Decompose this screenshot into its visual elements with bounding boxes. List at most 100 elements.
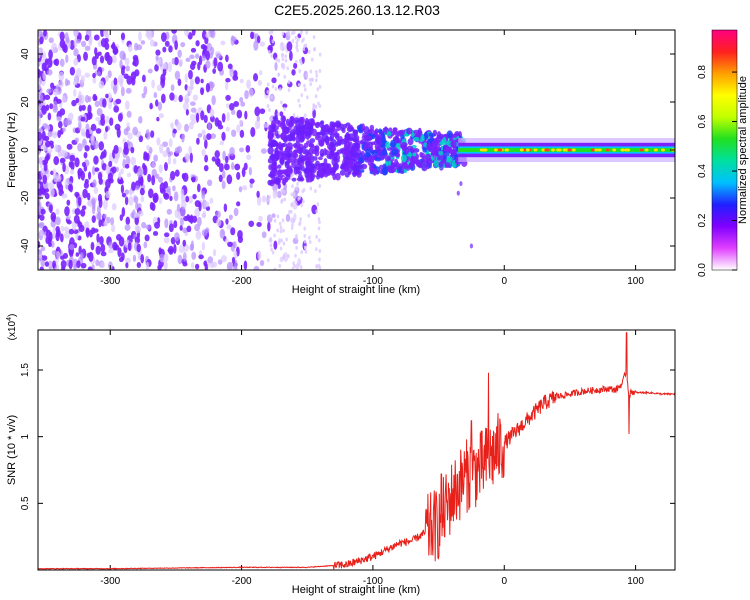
carrier-peak bbox=[504, 148, 509, 152]
noise-cell bbox=[307, 49, 311, 54]
noise-cell bbox=[111, 166, 117, 174]
noise-cell bbox=[46, 153, 50, 160]
noise-cell bbox=[100, 243, 106, 253]
noise-cell bbox=[120, 168, 124, 175]
noise-cell bbox=[49, 231, 53, 242]
noise-cell bbox=[77, 170, 81, 180]
noise-cell bbox=[226, 261, 233, 270]
noise-cell bbox=[49, 187, 55, 198]
x-tick-label: -300 bbox=[100, 276, 120, 287]
band-cell bbox=[324, 149, 330, 156]
noise-cell bbox=[92, 179, 97, 188]
noise-cell bbox=[318, 257, 321, 262]
band-cell bbox=[332, 173, 337, 181]
colorbar-label: Normalized spectral amplitude bbox=[737, 76, 749, 224]
band-cell bbox=[317, 166, 322, 173]
noise-cell bbox=[74, 73, 78, 84]
noise-cell bbox=[145, 224, 152, 230]
noise-cell bbox=[303, 83, 306, 88]
noise-cell bbox=[98, 141, 105, 151]
noise-cell bbox=[186, 214, 191, 221]
noise-cell bbox=[163, 236, 170, 244]
noise-cell bbox=[81, 104, 86, 111]
noise-cell bbox=[136, 261, 142, 269]
noise-cell bbox=[42, 71, 46, 81]
carrier-peak bbox=[571, 148, 576, 152]
noise-cell bbox=[195, 112, 200, 123]
noise-cell bbox=[113, 105, 120, 113]
band-cell bbox=[319, 121, 324, 128]
noise-cell bbox=[308, 235, 311, 240]
noise-cell bbox=[212, 249, 217, 257]
noise-cell bbox=[316, 87, 320, 92]
band-cell bbox=[289, 131, 296, 138]
noise-cell bbox=[281, 47, 285, 52]
colorbar-tick-label: 0.0 bbox=[697, 263, 708, 277]
noise-cell bbox=[176, 121, 182, 131]
noise-cell bbox=[304, 113, 307, 118]
noise-cell bbox=[240, 101, 246, 107]
noise-cell bbox=[277, 72, 281, 77]
noise-cell bbox=[47, 261, 53, 267]
noise-cell bbox=[231, 109, 236, 115]
noise-cell bbox=[132, 254, 137, 262]
noise-cell bbox=[44, 94, 51, 101]
noise-cell bbox=[241, 185, 248, 191]
noise-cell bbox=[256, 195, 262, 206]
noise-cell bbox=[235, 201, 241, 207]
noise-cell bbox=[38, 47, 44, 53]
snr-y-multiplier: (x104) bbox=[6, 314, 18, 341]
noise-cell bbox=[40, 208, 46, 215]
noise-cell bbox=[191, 30, 196, 36]
noise-cell bbox=[189, 113, 195, 121]
noise-cell bbox=[295, 59, 298, 64]
noise-cell bbox=[153, 154, 158, 162]
noise-cell bbox=[267, 221, 271, 232]
noise-cell bbox=[140, 40, 146, 45]
noise-cell bbox=[233, 250, 238, 260]
noise-cell bbox=[214, 150, 220, 159]
noise-cell bbox=[66, 143, 73, 150]
noise-cell bbox=[301, 39, 304, 44]
noise-cell bbox=[258, 70, 263, 76]
carrier-peak bbox=[541, 148, 546, 152]
carrier-peak bbox=[597, 148, 602, 152]
noise-cell bbox=[158, 197, 163, 205]
noise-cell bbox=[133, 56, 139, 67]
noise-cell bbox=[314, 188, 317, 193]
noise-cell bbox=[203, 164, 209, 172]
carrier-peak bbox=[519, 148, 524, 152]
noise-cell bbox=[186, 225, 192, 233]
colorbar-tick-label: 0.2 bbox=[697, 213, 708, 227]
noise-cell bbox=[94, 167, 100, 172]
noise-cell bbox=[125, 87, 132, 94]
noise-cell bbox=[111, 203, 117, 211]
noise-cell bbox=[317, 263, 321, 268]
band-cell bbox=[339, 165, 346, 170]
noise-cell bbox=[65, 54, 69, 64]
band-cell bbox=[293, 149, 298, 154]
noise-cell bbox=[151, 161, 156, 169]
noise-cell bbox=[43, 162, 48, 172]
noise-cell bbox=[68, 184, 72, 192]
noise-cell bbox=[163, 260, 168, 270]
noise-cell bbox=[225, 77, 231, 83]
noise-cell bbox=[241, 167, 246, 178]
noise-cell bbox=[270, 53, 274, 58]
band-cell bbox=[323, 158, 328, 166]
noise-cell bbox=[225, 94, 231, 101]
band-cell bbox=[384, 155, 391, 162]
noise-cell bbox=[243, 260, 248, 270]
noise-cell bbox=[108, 241, 114, 249]
noise-cell bbox=[73, 264, 77, 270]
band-cell bbox=[424, 153, 432, 162]
carrier-peak bbox=[626, 148, 631, 152]
y-tick-label: 1.5 bbox=[20, 363, 31, 377]
noise-cell bbox=[98, 80, 105, 89]
noise-cell bbox=[229, 146, 235, 156]
noise-cell bbox=[191, 176, 196, 183]
noise-cell bbox=[256, 115, 260, 122]
noise-cell bbox=[297, 82, 301, 87]
noise-cell bbox=[291, 38, 295, 43]
noise-cell bbox=[318, 84, 322, 89]
